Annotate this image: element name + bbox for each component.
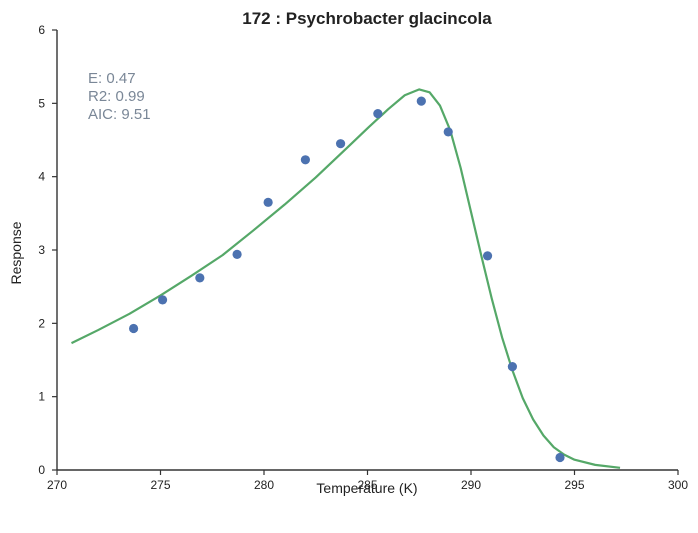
y-tick-label: 0 (38, 463, 45, 477)
x-axis-label: Temperature (K) (316, 480, 417, 496)
x-tick-label: 275 (150, 478, 170, 492)
x-tick-label: 300 (668, 478, 688, 492)
y-ticks: 0 1 2 3 4 5 6 (38, 23, 57, 477)
axes (56, 30, 678, 471)
y-tick-label: 1 (38, 390, 45, 404)
data-point (443, 127, 453, 137)
data-point (507, 362, 517, 372)
y-tick-label: 4 (38, 170, 45, 184)
x-tick-label: 290 (461, 478, 481, 492)
data-point (157, 295, 168, 305)
data-point (335, 139, 346, 149)
x-tick-label: 285 (357, 478, 377, 492)
data-point (300, 155, 310, 165)
x-tick-label: 270 (47, 478, 67, 492)
fit-statistics: E: 0.47 R2: 0.99 AIC: 9.51 (88, 70, 151, 123)
data-point (232, 249, 242, 259)
annotation-e: E: 0.47 (88, 70, 136, 87)
data-point (195, 273, 205, 283)
data-point (373, 109, 383, 119)
data-point (482, 251, 493, 261)
series-layer (71, 88, 621, 469)
y-tick-label: 3 (38, 243, 45, 257)
fit-curve-line (71, 88, 621, 469)
data-point (128, 323, 139, 334)
y-tick-label: 2 (38, 316, 45, 330)
y-tick-label: 6 (38, 23, 45, 37)
data-point (263, 197, 273, 207)
annotation-r2: R2: 0.99 (88, 88, 145, 105)
data-point (416, 96, 426, 106)
x-ticks: 270 275 280 285 290 295 300 (47, 470, 688, 492)
y-tick-label: 5 (38, 96, 45, 110)
x-tick-label: 280 (254, 478, 274, 492)
chart-title: 172 : Psychrobacter glacincola (242, 9, 492, 28)
data-point (555, 452, 565, 463)
annotation-aic: AIC: 9.51 (88, 106, 151, 123)
x-tick-label: 295 (564, 478, 584, 492)
y-axis-label: Response (8, 221, 24, 284)
